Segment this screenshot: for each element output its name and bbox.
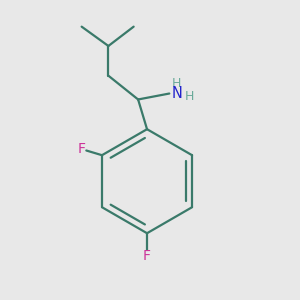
Text: F: F [143, 248, 151, 262]
Text: H: H [172, 76, 182, 90]
Text: F: F [77, 142, 86, 156]
Text: N: N [171, 86, 182, 101]
Text: H: H [184, 90, 194, 103]
